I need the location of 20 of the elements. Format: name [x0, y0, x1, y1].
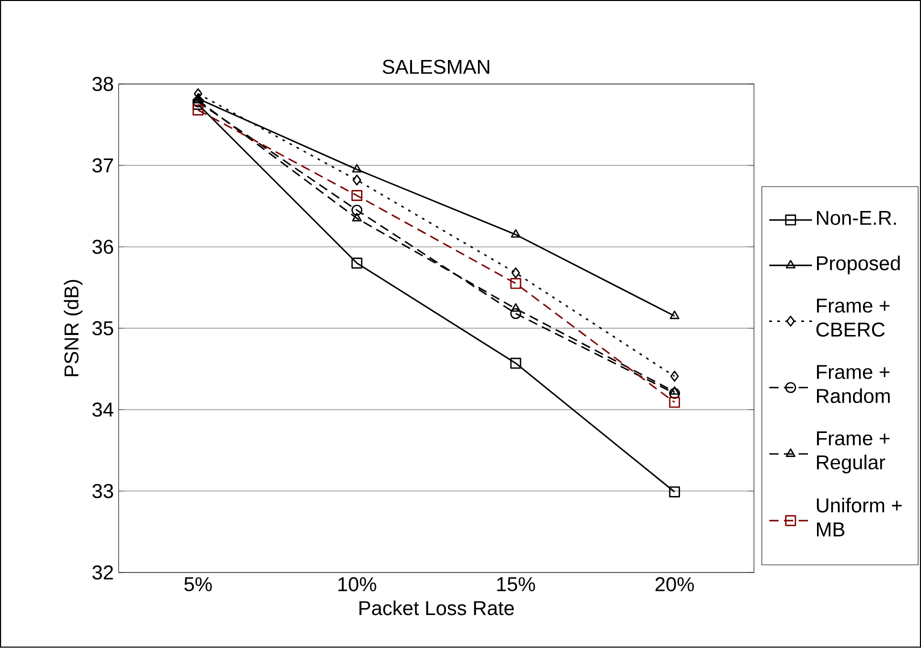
legend-label: Proposed [817, 256, 900, 274]
y-tick-label: 37 [92, 158, 113, 173]
y-tick-label: 36 [92, 240, 114, 254]
y-tick-label: 34 [92, 402, 114, 417]
y-tick-label: 35 [92, 321, 114, 336]
y-tick-label: 38 [92, 77, 114, 92]
x-tick-label: 10% [338, 577, 376, 592]
x-tick-label: 20% [656, 577, 694, 592]
y-tick-label: 32 [92, 566, 113, 580]
chart-title: SALESMAN [382, 60, 490, 74]
legend-label: Frame + Random [817, 365, 890, 404]
y-axis-title: PSNR (dB) [64, 280, 83, 376]
legend-label: Frame + CBERC [816, 298, 890, 337]
legend-label: Uniform + MB [816, 498, 902, 536]
x-tick-label: 15% [497, 577, 536, 592]
legend-label: Frame + Regular [817, 432, 890, 474]
x-tick-label: 5% [184, 577, 212, 592]
x-axis-title: Packet Loss Rate [359, 600, 514, 616]
y-tick-label: 33 [92, 484, 114, 498]
legend-label: Non-E.R. [817, 211, 896, 226]
